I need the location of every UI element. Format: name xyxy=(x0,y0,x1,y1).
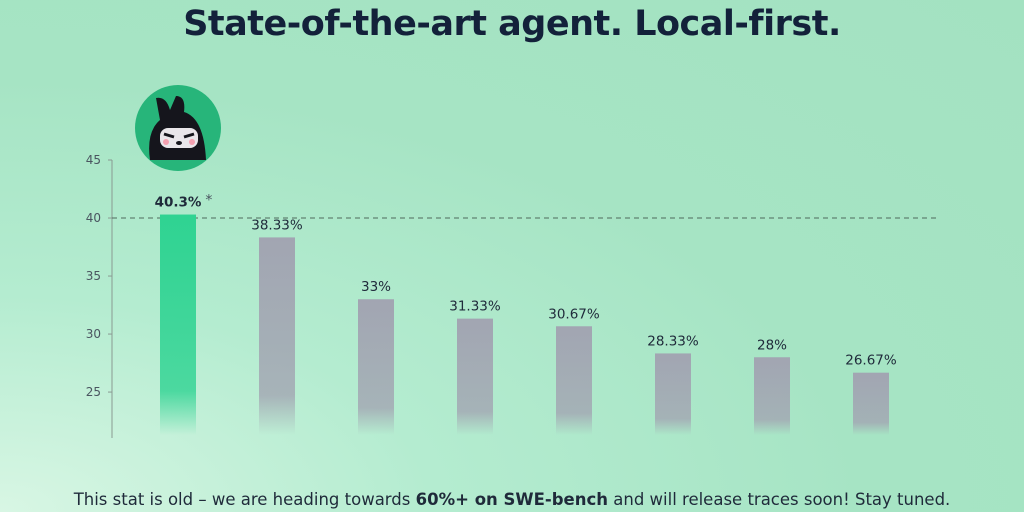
bar xyxy=(853,372,889,435)
footer-text: and will release traces soon! Stay tuned… xyxy=(613,490,951,509)
bar xyxy=(556,326,592,435)
chart-title: State-of-the-art agent. Local-first. xyxy=(183,4,841,44)
chart: 25 30 35 40 45 40.3% * 38.33% 33% 31.33% 30.67% 28.… xyxy=(86,85,937,438)
value-label: 26.67% xyxy=(845,353,897,369)
value-label: 28.33% xyxy=(647,333,699,349)
value-label: 28% xyxy=(757,337,787,353)
value-label: 40.3% xyxy=(155,195,202,211)
value-label: 38.33% xyxy=(251,217,303,233)
value-label: 33% xyxy=(361,279,391,295)
annotation: * xyxy=(205,193,212,209)
y-tick-label: 45 xyxy=(86,153,101,167)
bar xyxy=(358,299,394,435)
bar xyxy=(259,237,295,435)
bar xyxy=(160,214,196,435)
footer: This stat is old – we are heading toward… xyxy=(0,490,1024,509)
y-tick-label: 40 xyxy=(86,211,101,225)
value-label: 30.67% xyxy=(548,306,600,322)
avatar xyxy=(135,85,221,171)
y-tick-label: 25 xyxy=(86,385,101,399)
bar xyxy=(754,357,790,435)
bar xyxy=(655,353,691,435)
footer-bold: 60%+ on SWE-bench xyxy=(415,490,608,509)
footer-text: This stat is old – we are heading toward… xyxy=(73,490,411,509)
y-tick-label: 35 xyxy=(86,269,101,283)
value-label: 31.33% xyxy=(449,299,501,315)
y-tick-label: 30 xyxy=(86,327,101,341)
bar xyxy=(457,318,493,435)
